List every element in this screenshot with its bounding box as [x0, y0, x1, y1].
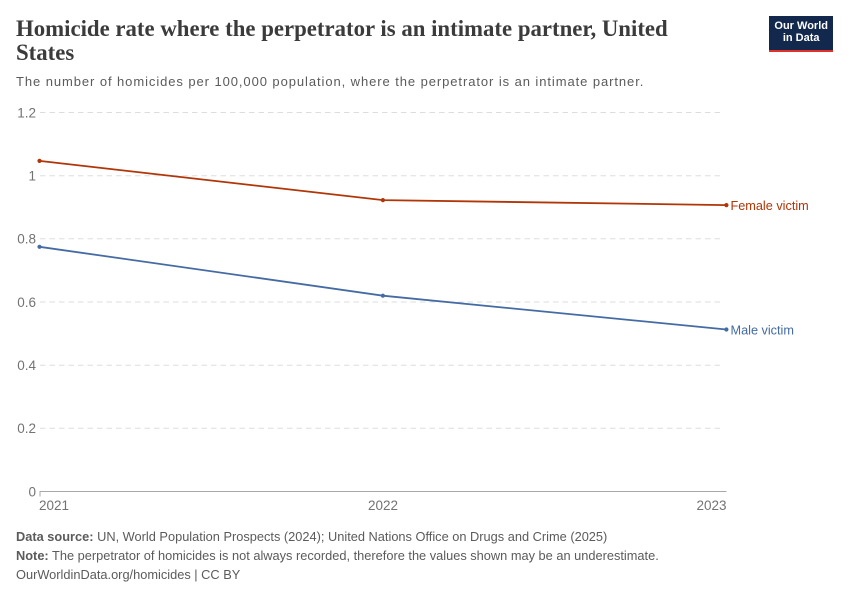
svg-text:2021: 2021	[39, 498, 69, 513]
svg-text:2022: 2022	[368, 498, 398, 513]
svg-text:0.4: 0.4	[17, 358, 36, 373]
svg-text:Male victim: Male victim	[731, 323, 794, 337]
svg-text:1: 1	[28, 169, 36, 184]
svg-text:2023: 2023	[696, 498, 726, 513]
svg-text:0.6: 0.6	[17, 295, 36, 310]
svg-text:0.2: 0.2	[17, 421, 36, 436]
svg-text:0.8: 0.8	[17, 232, 36, 247]
svg-text:0: 0	[28, 484, 36, 499]
svg-text:Female victim: Female victim	[731, 199, 809, 213]
svg-text:1.2: 1.2	[17, 105, 36, 120]
